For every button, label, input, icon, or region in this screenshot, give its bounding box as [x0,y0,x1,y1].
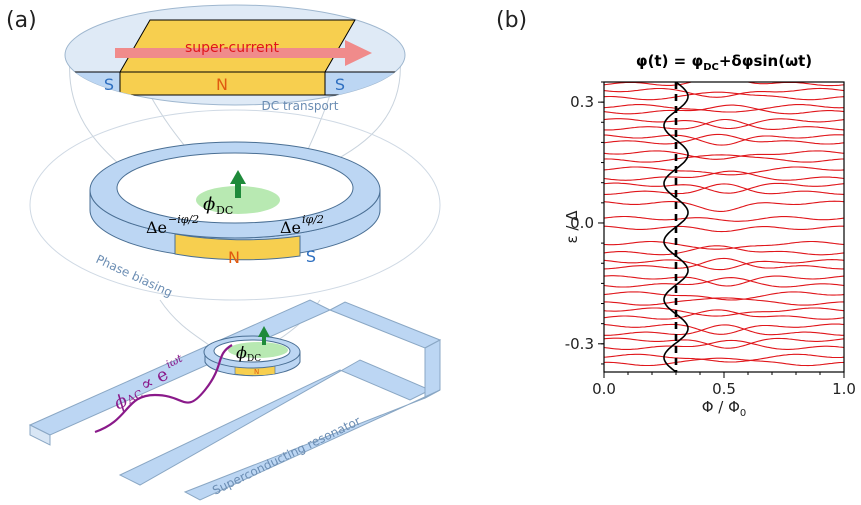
right-gap-exp: iφ/2 [302,213,324,226]
energy-level [604,225,844,233]
x-tick-label: 0.0 [592,380,616,398]
energy-level [604,200,844,212]
energy-level [604,277,844,288]
energy-level [604,91,844,101]
drive-layer [663,82,689,372]
energy-level [604,104,844,115]
energy-level [604,323,844,335]
small-flux-symbol: ϕ [236,343,247,362]
energy-level [604,150,844,160]
energy-level [604,133,844,145]
energy-level [604,166,844,176]
panel-a-label: (a) [6,8,37,33]
energy-level [604,170,844,181]
flux-glow [196,186,280,214]
panel-b-label: (b) [496,8,527,33]
energy-level [604,215,844,222]
energy-level [604,337,844,349]
right-gap: Δe [280,218,301,237]
small-flux-sub: DC [247,354,261,364]
energy-level [604,134,844,146]
energy-level [604,324,844,336]
chart-title-sub: DC [703,62,719,73]
resonator: Superconducting resonator [28,299,442,501]
chart-title: φ(t) = φDC+δφsin(ωt) [636,52,812,73]
x-tick-label: 1.0 [832,380,856,398]
ring-s-label: S [306,247,316,266]
dc-transport-caption: DC transport [262,99,339,113]
x-axis-label-sub: 0 [740,408,746,419]
energy-level [604,257,844,270]
energy-level [604,339,844,350]
energy-level [604,104,844,113]
y-axis-label: ε / Δ [563,210,581,244]
chart-title-b: +δφsin(ωt) [719,52,812,70]
axes: 0.0 0.5 1.0 -0.3 0.0 0.3 [565,81,856,398]
energy-level [604,275,844,287]
energy-level [604,297,844,306]
junction-s-left: S [104,75,114,94]
chart-title-a: φ(t) = φ [636,52,703,70]
energy-level [604,87,844,98]
small-n-label: N [254,368,259,376]
ac-drive: ϕ AC ∝ e iωt [94,344,233,434]
ring: N S ϕ DC Δe −iφ/2 Δe iφ/2 Phase biasing [89,141,381,300]
energy-level [604,183,844,195]
energy-level [604,353,844,363]
small-ring: ϕ DC N [203,326,301,377]
left-gap-exp: −iφ/2 [168,213,199,226]
energy-level [604,118,844,131]
flux-arrow [235,182,241,198]
energy-level [604,307,844,317]
energy-level [604,245,844,256]
energy-level [604,82,844,87]
x-axis-label-main: Φ / Φ [702,398,740,416]
energy-level [604,357,844,367]
energy-level [604,259,844,271]
energy-level [604,309,844,320]
energy-level [604,182,844,194]
flux-dc-sub: DC [216,204,233,217]
energy-level [604,154,844,163]
y-tick-label: 0.0 [570,214,594,232]
energy-level [604,118,844,130]
y-tick-label: 0.3 [570,93,594,111]
left-gap: Δe [146,218,167,237]
energy-levels [604,82,844,367]
supercurrent-label: super-current [185,40,280,56]
y-tick-label: -0.3 [565,335,594,353]
x-axis-label: Φ / Φ0 [702,398,747,419]
x-tick-label: 0.5 [712,380,736,398]
plot-frame [603,81,845,373]
ring-n-label: N [228,248,240,267]
supercurrent-arrow [115,40,372,66]
flux-dc-symbol: ϕ [203,194,215,215]
zoom-junction: super-current S N S DC transport [64,4,406,113]
junction-n: N [216,75,228,94]
energy-level [604,240,844,250]
junction-s-right: S [335,75,345,94]
phase-biasing-caption: Phase biasing [94,252,175,300]
spectrum-chart: φ(t) = φDC+δφsin(ωt) 0.0 0.5 1.0 -0.3 0.0 0.3… [563,52,856,419]
energy-level [604,291,844,301]
